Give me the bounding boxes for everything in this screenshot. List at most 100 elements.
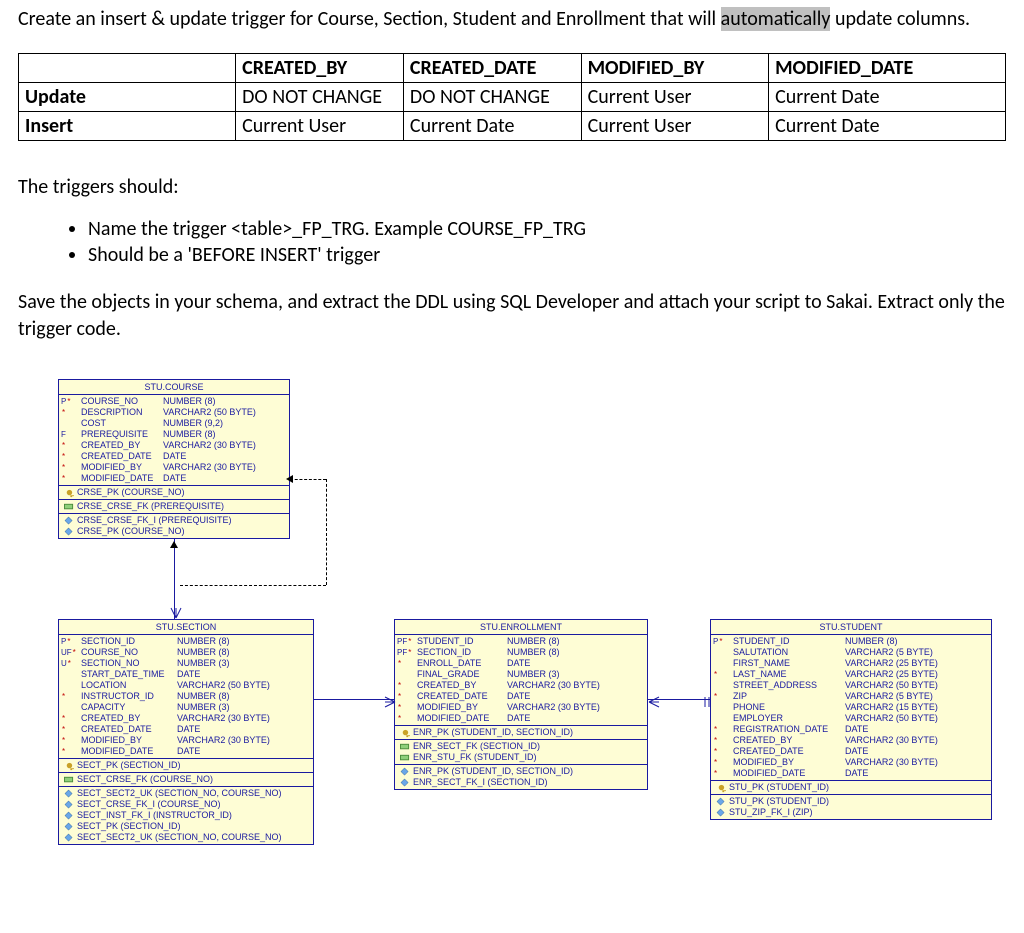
entity-course-col-7: * MODIFIED_DATE DATE — [61, 473, 287, 484]
idx-icon — [63, 527, 75, 536]
entity-student-col-7: * EMPLOYER VARCHAR2 (50 BYTE) — [713, 713, 989, 724]
entity-section-col-7: * CREATED_BY VARCHAR2 (30 BYTE) — [61, 713, 311, 724]
entity-enrollment-cols: PF* STUDENT_ID NUMBER (8) PF* SECTION_ID… — [395, 635, 647, 726]
entity-course-title: STU.COURSE — [59, 380, 289, 395]
audit-row1-label: Insert — [19, 112, 236, 141]
entity-student-pk: STU_PK (STUDENT_ID) — [711, 781, 991, 795]
entity-course-pk-0: CRSE_PK (COURSE_NO) — [61, 487, 287, 498]
entity-enrollment-fk: ENR_SECT_FK (SECTION_ID) ENR_STU_FK (STU… — [395, 740, 647, 765]
entity-section-col-2: U* SECTION_NO NUMBER (3) — [61, 658, 311, 669]
entity-section-idx-4: SECT_SECT2_UK (SECTION_NO, COURSE_NO) — [61, 832, 311, 843]
entity-student-col-12: * MODIFIED_DATE DATE — [713, 768, 989, 779]
entity-course-col-4: * CREATED_BY VARCHAR2 (30 BYTE) — [61, 440, 287, 451]
key-icon — [63, 761, 75, 770]
audit-row0-c0: DO NOT CHANGE — [236, 83, 404, 112]
entity-course-col-6: * MODIFIED_BY VARCHAR2 (30 BYTE) — [61, 462, 287, 473]
entity-course-idx-1: CRSE_PK (COURSE_NO) — [61, 526, 287, 537]
audit-row-update: Update DO NOT CHANGE DO NOT CHANGE Curre… — [19, 83, 1006, 112]
key-icon — [715, 783, 727, 792]
audit-col-blank — [19, 54, 236, 83]
audit-col-2: MODIFIED_BY — [581, 54, 769, 83]
entity-enrollment-idx: ENR_PK (STUDENT_ID, SECTION_ID) ENR_SECT… — [395, 765, 647, 789]
entity-course-cols: P* COURSE_NO NUMBER (8) * DESCRIPTION VA… — [59, 395, 289, 486]
entity-enrollment-col-5: * CREATED_DATE DATE — [397, 691, 645, 702]
er-diagram: STU.COURSE P* COURSE_NO NUMBER (8) * DES… — [38, 379, 1018, 849]
entity-section-col-8: * CREATED_DATE DATE — [61, 724, 311, 735]
intro-highlight: automatically — [721, 7, 831, 31]
entity-course: STU.COURSE P* COURSE_NO NUMBER (8) * DES… — [58, 379, 290, 539]
entity-enrollment-col-4: * CREATED_BY VARCHAR2 (30 BYTE) — [397, 680, 645, 691]
entity-student: STU.STUDENT P* STUDENT_ID NUMBER (8) * S… — [710, 619, 992, 820]
key-icon — [63, 488, 75, 497]
rel-line-3 — [180, 585, 326, 586]
idx-icon — [63, 833, 75, 842]
entity-course-fk: CRSE_CRSE_FK (PREREQUISITE) — [59, 500, 289, 514]
entity-student-col-11: * MODIFIED_BY VARCHAR2 (30 BYTE) — [713, 757, 989, 768]
entity-enrollment-idx-1: ENR_SECT_FK_I (SECTION_ID) — [397, 777, 645, 788]
entity-enrollment: STU.ENROLLMENT PF* STUDENT_ID NUMBER (8)… — [394, 619, 648, 790]
audit-row-insert: Insert Current User Current Date Current… — [19, 112, 1006, 141]
audit-row1-c3: Current Date — [769, 112, 1006, 141]
idx-icon — [63, 516, 75, 525]
rel-line-1 — [290, 479, 326, 480]
triggers-should-text: The triggers should: — [18, 175, 1006, 199]
entity-section-col-10: * MODIFIED_DATE DATE — [61, 746, 311, 757]
entity-section-col-4: * LOCATION VARCHAR2 (50 BYTE) — [61, 680, 311, 691]
audit-row0-label: Update — [19, 83, 236, 112]
entity-student-col-8: * REGISTRATION_DATE DATE — [713, 724, 989, 735]
fk-icon — [63, 502, 75, 511]
entity-section-idx: SECT_SECT2_UK (SECTION_NO, COURSE_NO) SE… — [59, 787, 313, 844]
rel-crow-2 — [648, 694, 658, 704]
entity-section-idx-0: SECT_SECT2_UK (SECTION_NO, COURSE_NO) — [61, 788, 311, 799]
entity-enrollment-idx-0: ENR_PK (STUDENT_ID, SECTION_ID) — [397, 766, 645, 777]
rel-line-4 — [314, 699, 394, 700]
entity-section-pk-0: SECT_PK (SECTION_ID) — [61, 760, 311, 771]
entity-section-idx-2: SECT_INST_FK_I (INSTRUCTOR_ID) — [61, 810, 311, 821]
entity-student-title: STU.STUDENT — [711, 620, 991, 635]
audit-row0-c2: Current User — [581, 83, 769, 112]
entity-student-col-4: * STREET_ADDRESS VARCHAR2 (50 BYTE) — [713, 680, 989, 691]
entity-course-col-5: * CREATED_DATE DATE — [61, 451, 287, 462]
entity-enrollment-col-3: * FINAL_GRADE NUMBER (3) — [397, 669, 645, 680]
entity-section-col-6: * CAPACITY NUMBER (3) — [61, 702, 311, 713]
rel-arrow-0 — [170, 541, 178, 548]
rel-arrow-1 — [286, 475, 293, 483]
save-text: Save the objects in your schema, and ext… — [18, 289, 1006, 343]
entity-course-col-2: * COST NUMBER (9,2) — [61, 418, 287, 429]
idx-icon — [399, 767, 411, 776]
entity-student-col-1: * SALUTATION VARCHAR2 (5 BYTE) — [713, 647, 989, 658]
entity-student-idx: STU_PK (STUDENT_ID) STU_ZIP_FK_I (ZIP) — [711, 795, 991, 819]
audit-col-1: CREATED_DATE — [403, 54, 581, 83]
entity-section: STU.SECTION P* SECTION_ID NUMBER (8) UF*… — [58, 619, 314, 845]
audit-row0-c1: DO NOT CHANGE — [403, 83, 581, 112]
bullet-1: Should be a 'BEFORE INSERT' trigger — [88, 243, 1006, 267]
rel-crow-3 — [702, 694, 712, 704]
entity-student-pk-0: STU_PK (STUDENT_ID) — [713, 782, 989, 793]
entity-section-cols: P* SECTION_ID NUMBER (8) UF* COURSE_NO N… — [59, 635, 313, 759]
entity-enrollment-col-2: * ENROLL_DATE DATE — [397, 658, 645, 669]
entity-enrollment-pk-0: ENR_PK (STUDENT_ID, SECTION_ID) — [397, 727, 645, 738]
audit-table: CREATED_BY CREATED_DATE MODIFIED_BY MODI… — [18, 53, 1006, 141]
intro-text: Create an insert & update trigger for Co… — [18, 6, 1006, 33]
entity-course-idx: CRSE_CRSE_FK_I (PREREQUISITE) CRSE_PK (C… — [59, 514, 289, 538]
idx-icon — [63, 789, 75, 798]
entity-student-col-0: P* STUDENT_ID NUMBER (8) — [713, 636, 989, 647]
entity-section-title: STU.SECTION — [59, 620, 313, 635]
entity-section-idx-3: SECT_PK (SECTION_ID) — [61, 821, 311, 832]
entity-student-col-6: * PHONE VARCHAR2 (15 BYTE) — [713, 702, 989, 713]
entity-course-col-0: P* COURSE_NO NUMBER (8) — [61, 396, 287, 407]
entity-enrollment-fk-0: ENR_SECT_FK (SECTION_ID) — [397, 741, 645, 752]
entity-section-pk: SECT_PK (SECTION_ID) — [59, 759, 313, 773]
entity-enrollment-pk: ENR_PK (STUDENT_ID, SECTION_ID) — [395, 726, 647, 740]
entity-section-col-0: P* SECTION_ID NUMBER (8) — [61, 636, 311, 647]
entity-section-idx-1: SECT_CRSE_FK_I (COURSE_NO) — [61, 799, 311, 810]
entity-student-col-10: * CREATED_DATE DATE — [713, 746, 989, 757]
intro-post: update columns. — [830, 7, 970, 31]
entity-enrollment-title: STU.ENROLLMENT — [395, 620, 647, 635]
key-icon — [399, 728, 411, 737]
idx-icon — [63, 800, 75, 809]
entity-student-idx-1: STU_ZIP_FK_I (ZIP) — [713, 807, 989, 818]
bullet-0: Name the trigger <table>_FP_TRG. Example… — [88, 217, 1006, 241]
fk-icon — [63, 775, 75, 784]
entity-student-idx-0: STU_PK (STUDENT_ID) — [713, 796, 989, 807]
